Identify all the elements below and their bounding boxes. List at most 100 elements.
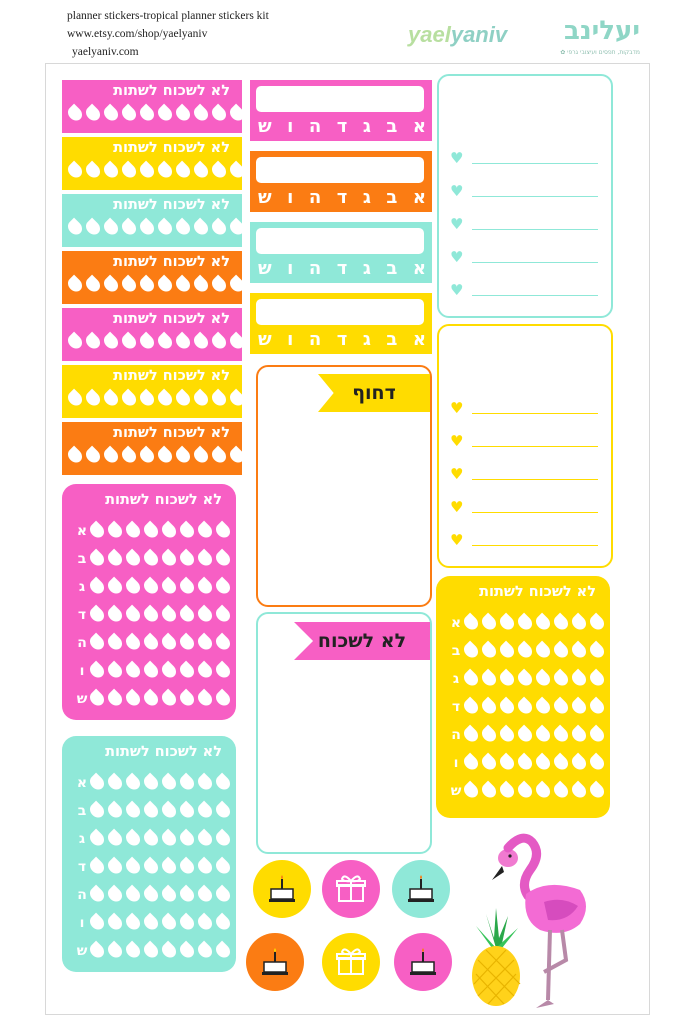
drop-icon[interactable] (515, 612, 535, 633)
drop-icon[interactable] (213, 548, 233, 569)
drop-icon[interactable] (213, 940, 233, 961)
drop-icon[interactable] (87, 660, 107, 681)
drop-icon[interactable] (159, 576, 179, 597)
drop-icon[interactable] (587, 752, 607, 773)
drop-icon[interactable] (177, 604, 197, 625)
drop-icon[interactable] (515, 668, 535, 689)
drop-icon[interactable] (213, 800, 233, 821)
drop-icon[interactable] (515, 640, 535, 661)
drop-icon[interactable] (479, 612, 499, 633)
drop-icon[interactable] (87, 940, 107, 961)
checklist-line[interactable] (472, 229, 598, 230)
drop-icon[interactable] (123, 520, 143, 541)
drop-icon[interactable] (461, 640, 481, 661)
drop-icon[interactable] (105, 912, 125, 933)
drop-icon[interactable] (105, 940, 125, 961)
drop-icon[interactable] (159, 856, 179, 877)
drop-icon[interactable] (533, 696, 553, 717)
drop-icon[interactable] (177, 884, 197, 905)
drop-icon[interactable] (569, 612, 589, 633)
drop-icon[interactable] (533, 780, 553, 801)
drop-icon[interactable] (497, 640, 517, 661)
drop-icon[interactable] (141, 688, 161, 709)
drop-icon[interactable] (195, 548, 215, 569)
drop-icon[interactable] (105, 828, 125, 849)
drop-icon[interactable] (479, 668, 499, 689)
drop-icon[interactable] (497, 668, 517, 689)
drop-icon[interactable] (123, 940, 143, 961)
drop-icon[interactable] (123, 548, 143, 569)
checklist-line[interactable] (472, 163, 598, 164)
drop-icon[interactable] (213, 884, 233, 905)
drop-icon[interactable] (551, 612, 571, 633)
drop-icon[interactable] (587, 612, 607, 633)
drop-icon[interactable] (587, 640, 607, 661)
drop-icon[interactable] (195, 800, 215, 821)
drop-icon[interactable] (213, 772, 233, 793)
drop-icon[interactable] (159, 828, 179, 849)
drop-icon[interactable] (105, 800, 125, 821)
drop-icon[interactable] (141, 660, 161, 681)
drop-icon[interactable] (177, 772, 197, 793)
drop-icon[interactable] (177, 548, 197, 569)
drop-icon[interactable] (141, 800, 161, 821)
drop-icon[interactable] (213, 576, 233, 597)
drop-icon[interactable] (177, 940, 197, 961)
checklist-line[interactable] (472, 295, 598, 296)
drop-icon[interactable] (497, 612, 517, 633)
header-site-url[interactable]: yaelyaniv.com (72, 46, 139, 58)
drop-icon[interactable] (105, 688, 125, 709)
drop-icon[interactable] (195, 660, 215, 681)
header-etsy-url[interactable]: www.etsy.com/shop/yaelyaniv (67, 28, 208, 40)
drop-icon[interactable] (141, 772, 161, 793)
drop-icon[interactable] (123, 576, 143, 597)
drop-icon[interactable] (551, 752, 571, 773)
drop-icon[interactable] (195, 632, 215, 653)
drop-icon[interactable] (461, 668, 481, 689)
drop-icon[interactable] (177, 800, 197, 821)
drop-icon[interactable] (533, 640, 553, 661)
drop-icon[interactable] (587, 780, 607, 801)
drop-icon[interactable] (587, 724, 607, 745)
drop-icon[interactable] (497, 724, 517, 745)
drop-icon[interactable] (123, 856, 143, 877)
drop-icon[interactable] (587, 668, 607, 689)
drop-icon[interactable] (461, 752, 481, 773)
drop-icon[interactable] (105, 548, 125, 569)
drop-icon[interactable] (533, 724, 553, 745)
drop-icon[interactable] (177, 856, 197, 877)
drop-icon[interactable] (515, 696, 535, 717)
drop-icon[interactable] (87, 856, 107, 877)
drop-icon[interactable] (461, 696, 481, 717)
drop-icon[interactable] (533, 612, 553, 633)
drop-icon[interactable] (177, 660, 197, 681)
drop-icon[interactable] (195, 772, 215, 793)
drop-icon[interactable] (213, 856, 233, 877)
drop-icon[interactable] (123, 660, 143, 681)
drop-icon[interactable] (123, 828, 143, 849)
drop-icon[interactable] (87, 800, 107, 821)
drop-icon[interactable] (159, 772, 179, 793)
drop-icon[interactable] (141, 632, 161, 653)
drop-icon[interactable] (159, 520, 179, 541)
drop-icon[interactable] (159, 912, 179, 933)
drop-icon[interactable] (479, 780, 499, 801)
drop-icon[interactable] (195, 912, 215, 933)
checklist-line[interactable] (472, 262, 598, 263)
drop-icon[interactable] (177, 520, 197, 541)
drop-icon[interactable] (123, 688, 143, 709)
drop-icon[interactable] (159, 548, 179, 569)
drop-icon[interactable] (159, 660, 179, 681)
drop-icon[interactable] (213, 632, 233, 653)
drop-icon[interactable] (177, 912, 197, 933)
drop-icon[interactable] (479, 724, 499, 745)
drop-icon[interactable] (105, 884, 125, 905)
drop-icon[interactable] (123, 912, 143, 933)
drop-icon[interactable] (123, 772, 143, 793)
drop-icon[interactable] (551, 668, 571, 689)
drop-icon[interactable] (105, 604, 125, 625)
drop-icon[interactable] (105, 772, 125, 793)
drop-icon[interactable] (569, 696, 589, 717)
drop-icon[interactable] (461, 780, 481, 801)
drop-icon[interactable] (177, 688, 197, 709)
